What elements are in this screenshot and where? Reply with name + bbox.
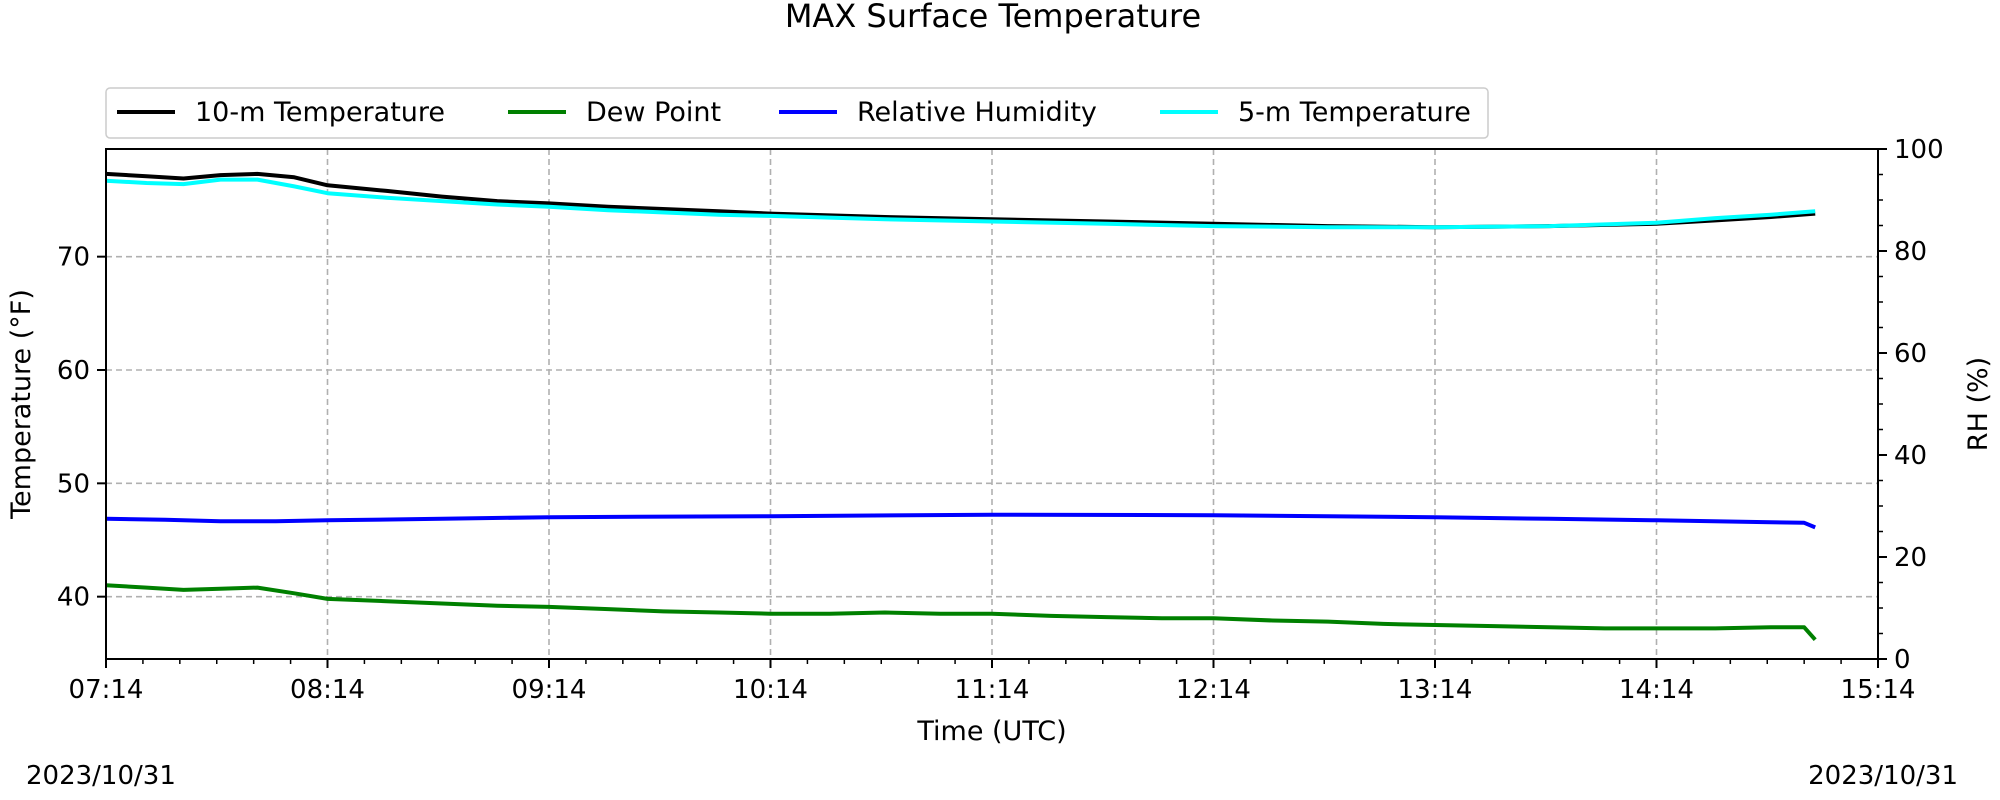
- legend-label-10-m-temperature: 10-m Temperature: [195, 97, 445, 128]
- y-tick-label: 50: [57, 469, 90, 499]
- y2-axis-label: RH (%): [1963, 357, 1994, 451]
- x-tick-label: 10:14: [733, 675, 808, 705]
- y2-tick-label: 60: [1894, 339, 1927, 369]
- gridlines: [106, 149, 1878, 659]
- legend-label-5-m-temperature: 5-m Temperature: [1238, 97, 1471, 128]
- chart-title: MAX Surface Temperature: [785, 0, 1201, 35]
- x-tick-label: 11:14: [955, 675, 1030, 705]
- y2-tick-label: 100: [1894, 135, 1944, 165]
- y-axis-label: Temperature (°F): [6, 289, 37, 520]
- x-tick-label: 15:14: [1841, 675, 1916, 705]
- x-tick-label: 07:14: [69, 675, 144, 705]
- legend-label-dew-point: Dew Point: [586, 97, 721, 128]
- y2-tick-label: 20: [1894, 543, 1927, 573]
- legend: 10-m Temperature Dew Point Relative Humidi…: [105, 87, 1489, 139]
- y2-tick-label: 0: [1894, 645, 1911, 675]
- y-axis-right: 0 20 40 60 80 100: [1878, 135, 1944, 675]
- y-tick-label: 40: [57, 583, 90, 613]
- series-line-5-m-temperature: [105, 177, 1816, 230]
- y2-tick-label: 80: [1894, 237, 1927, 267]
- x-axis-label: Time (UTC): [916, 716, 1066, 747]
- y-tick-label: 70: [57, 243, 90, 273]
- x-tick-label: 08:14: [290, 675, 365, 705]
- x-tick-label: 14:14: [1619, 675, 1694, 705]
- series-layer: [105, 171, 1817, 642]
- x-tick-label: 12:14: [1176, 675, 1251, 705]
- legend-label-relative-humidity: Relative Humidity: [857, 97, 1097, 128]
- y-tick-label: 60: [57, 356, 90, 386]
- x-tick-label: 09:14: [512, 675, 587, 705]
- date-left: 2023/10/31: [26, 761, 176, 791]
- x-tick-label: 13:14: [1398, 675, 1473, 705]
- y2-tick-label: 40: [1894, 441, 1927, 471]
- x-axis: 07:14 08:14 09:14 10:14 11:14 12:14 13:14 14:14…: [69, 659, 1916, 705]
- y-axis-left: 40 50 60 70: [57, 243, 106, 613]
- date-right: 2023/10/31: [1808, 761, 1958, 791]
- series-line-relative-humidity: [105, 512, 1816, 530]
- series-line-dew-point: [105, 583, 1817, 642]
